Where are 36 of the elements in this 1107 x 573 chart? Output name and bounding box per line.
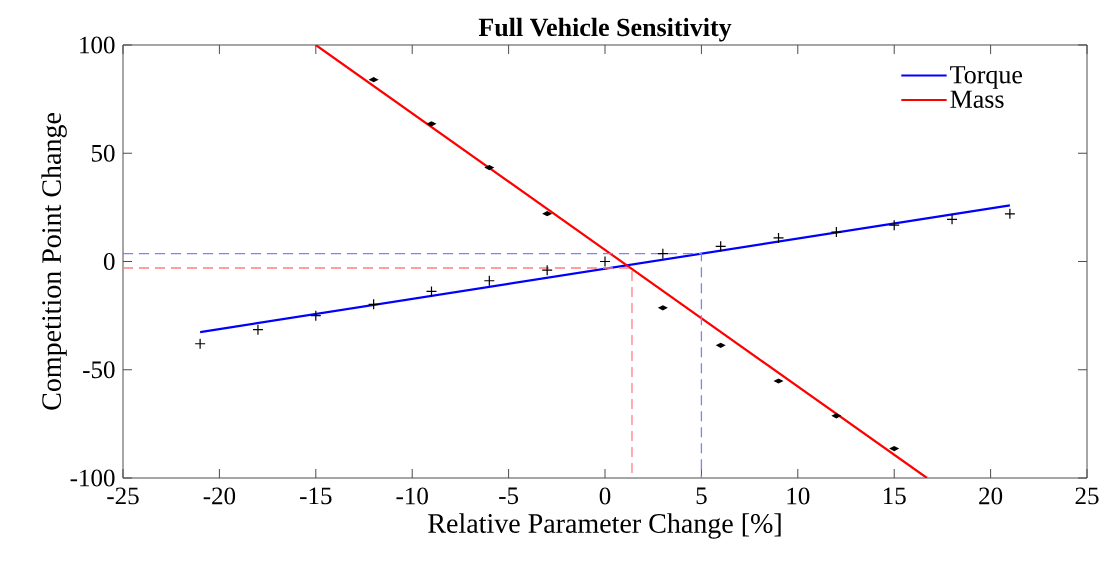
x-tick-label: 0 [599,487,611,505]
x-tick-label: -25 [107,487,139,505]
point [946,213,958,225]
x-tick-label: -20 [203,487,236,505]
point [830,226,842,238]
point [888,219,900,231]
point [310,310,322,322]
x-tick-label: 15 [883,487,906,505]
y-tick-label: -50 [83,361,115,379]
y-tick-label: -100 [70,469,115,487]
point [715,240,727,252]
x-tick-label: 10 [787,487,810,505]
x-tick-label: 20 [979,487,1003,505]
point [368,298,380,310]
chart-title: Full Vehicle Sensitivity [478,17,732,42]
x-tick-label: -5 [499,487,519,505]
y-tick-label: 100 [80,36,115,54]
x-tick-label: -10 [396,487,428,505]
y-tick-label: 50 [91,144,115,162]
point [599,255,611,268]
x-axis-title: Relative Parameter Change [%] [428,513,781,539]
x-tick-label: -15 [300,487,332,505]
y-tick-label: 0 [103,253,115,270]
y-axis-title: Competition Point Change [41,113,67,410]
point [425,285,438,297]
legend-label: Mass [950,90,1004,108]
point [541,264,553,276]
point [772,232,785,244]
point [1004,208,1016,220]
point [252,324,264,336]
legend-label: Torque [950,66,1023,89]
point [483,275,495,287]
point [194,338,206,350]
x-tick-label: 25 [1075,487,1099,505]
x-tick-label: 5 [696,487,707,505]
point [657,248,669,260]
